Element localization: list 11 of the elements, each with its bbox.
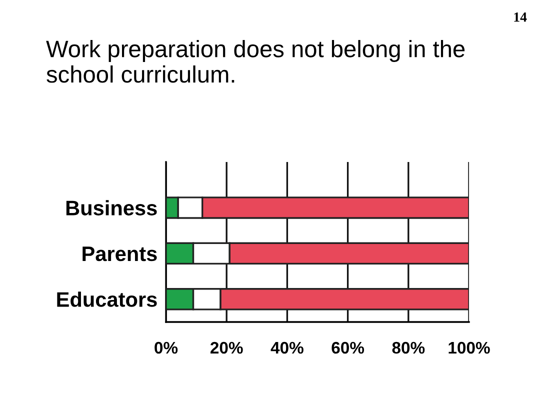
x-tick-label: 100% bbox=[448, 342, 490, 354]
x-tick-label: 80% bbox=[392, 342, 425, 354]
y-tick-label: Parents bbox=[82, 246, 157, 262]
x-tick-label: 20% bbox=[210, 342, 243, 354]
x-tick-label: 0% bbox=[154, 342, 178, 354]
text: 14 bbox=[514, 12, 527, 22]
y-tick-label: Educators bbox=[57, 292, 157, 307]
chart-title: Work preparation does not belong in the school curriculum. bbox=[46, 40, 465, 83]
x-tick-label: 40% bbox=[270, 342, 304, 354]
y-tick-label: Business bbox=[66, 200, 157, 216]
x-tick-label: 60% bbox=[332, 342, 364, 354]
